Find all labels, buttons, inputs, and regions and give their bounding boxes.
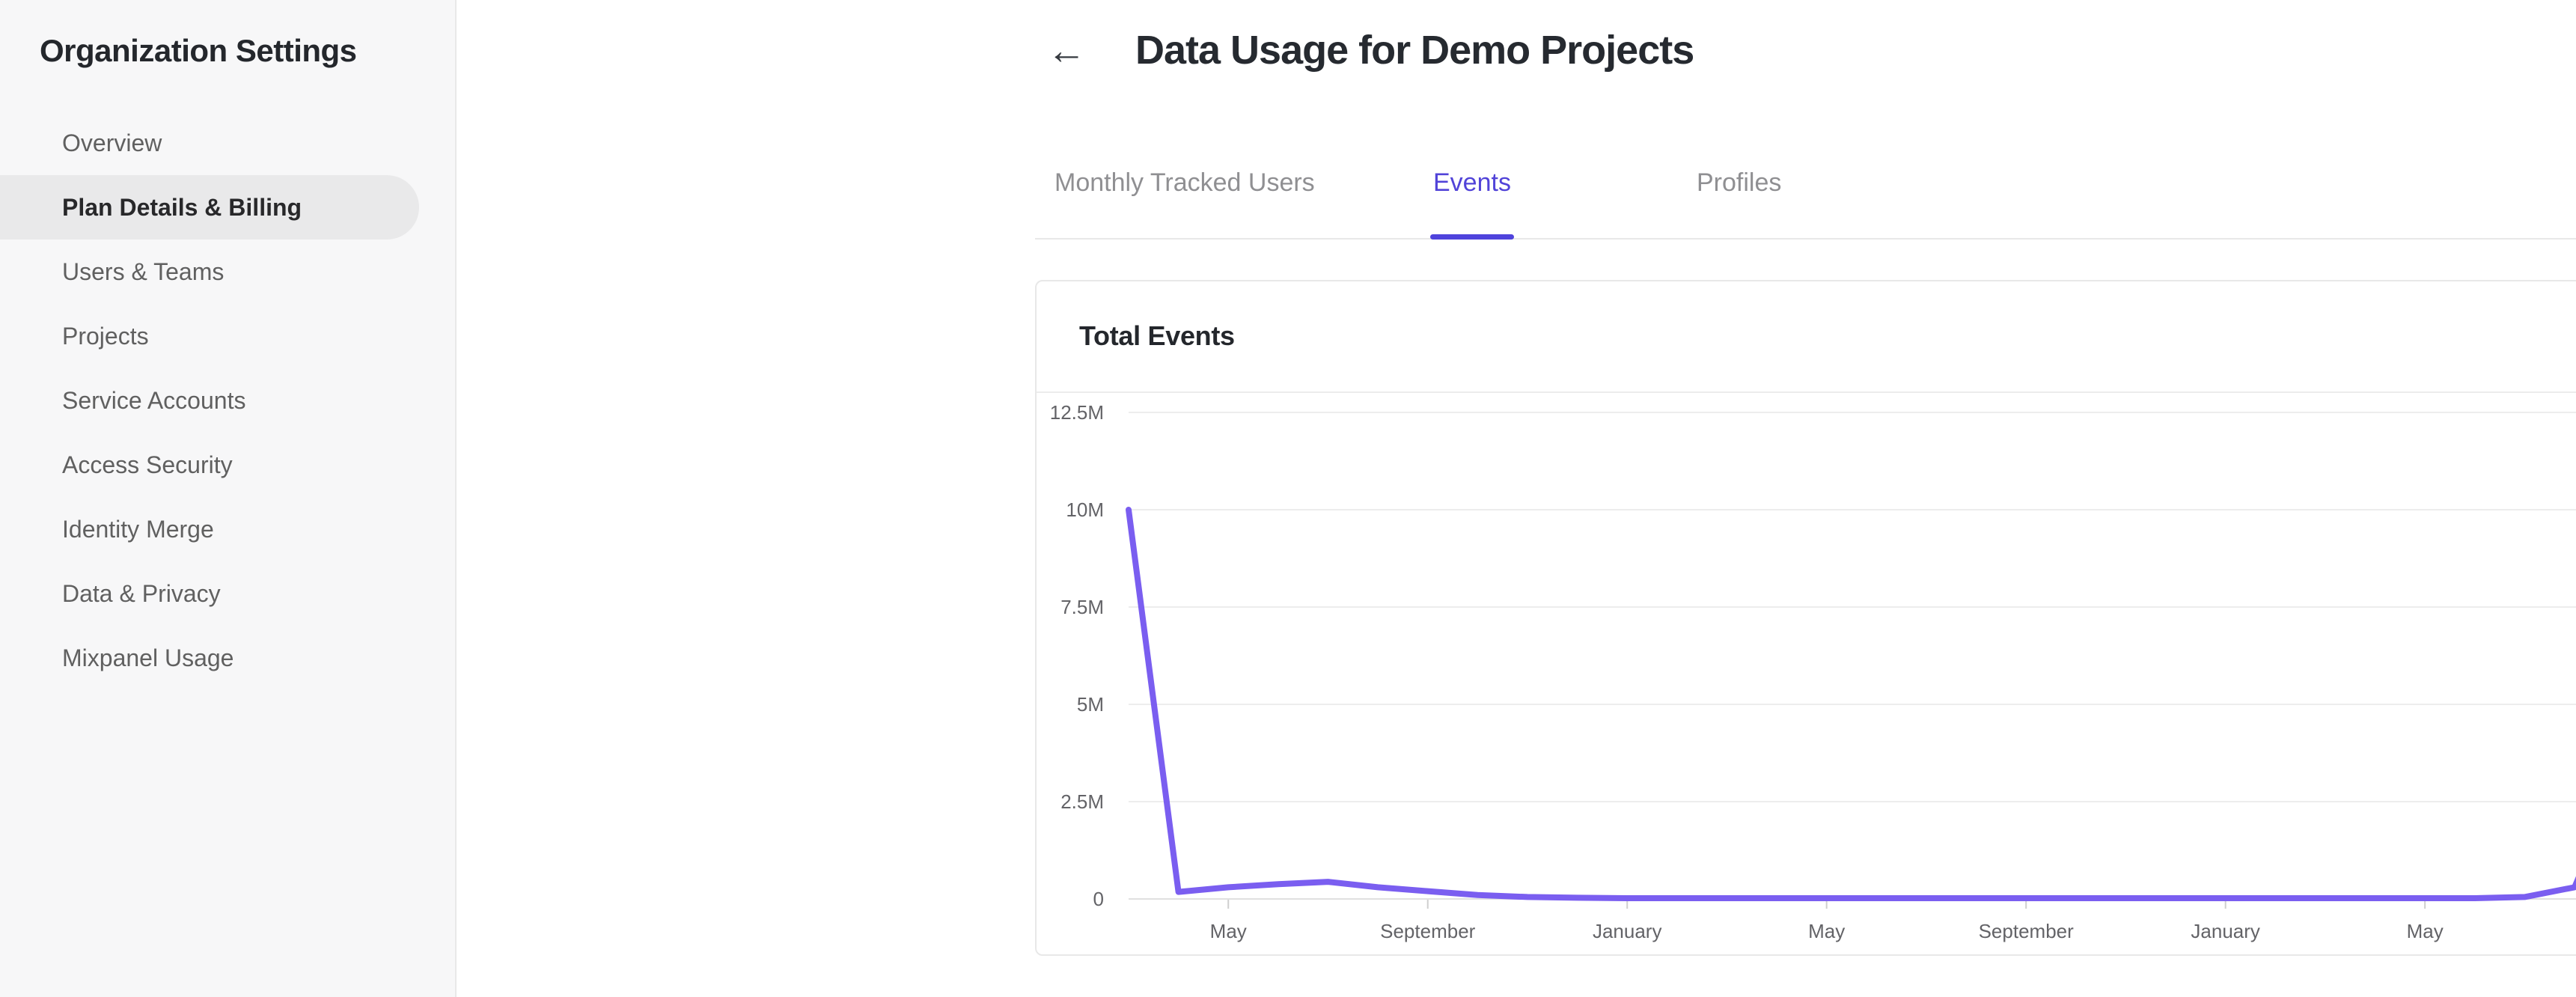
y-axis-label: 12.5M (1049, 401, 1104, 424)
y-axis-label: 5M (1076, 693, 1104, 716)
sidebar-item-overview[interactable]: Overview (62, 129, 162, 156)
active-tab-indicator (1430, 234, 1514, 240)
sidebar-item-projects[interactable]: Projects (62, 323, 149, 350)
back-button[interactable]: ← (1043, 27, 1090, 75)
y-axis-label: 2.5M (1060, 790, 1104, 813)
line-chart-svg (1126, 412, 2576, 909)
sidebar-title: Organization Settings (40, 33, 357, 68)
events-usage-chart[interactable]: 12.5M 10M 7.5M 5M 2.5M 0 May September January Ma… (1037, 281, 2576, 954)
x-axis-label: May (1209, 920, 1247, 942)
sidebar-item-data-privacy[interactable]: Data & Privacy (62, 580, 221, 607)
x-axis-label: September (2527, 918, 2576, 944)
sidebar-item-access-security[interactable]: Access Security (62, 451, 233, 478)
tab-profiles[interactable]: Profiles (1697, 168, 1782, 197)
tab-events[interactable]: Events (1430, 136, 1514, 240)
sidebar-item-users-teams[interactable]: Users & Teams (62, 258, 225, 285)
main-content: ← Data Usage for Demo Projects Monthly T… (457, 0, 2576, 997)
y-axis-label: 7.5M (1060, 596, 1104, 618)
tab-bar: Monthly Tracked Users Events Profiles (1035, 136, 2576, 240)
x-axis-label: January (2191, 920, 2260, 942)
x-axis-label: September (1380, 920, 1476, 942)
sidebar: Organization Settings Overview Plan Detai… (0, 0, 457, 997)
sidebar-item-identity-merge[interactable]: Identity Merge (62, 516, 214, 543)
sidebar-nav: Overview Plan Details & Billing Users & Te… (0, 111, 455, 690)
tab-monthly-tracked-users[interactable]: Monthly Tracked Users (1054, 168, 1315, 197)
y-axis-label: 10M (1066, 498, 1104, 521)
x-axis-label: May (1808, 920, 1846, 942)
page-title: Data Usage for Demo Projects (1135, 28, 1694, 73)
y-axis-label: 0 (1093, 888, 1104, 910)
back-arrow-icon: ← (1047, 29, 1086, 73)
total-events-card: Total Events 12.5M 10M 7.5M 5M 2.5M 0 May Septe… (1035, 280, 2576, 956)
sidebar-item-service-accounts[interactable]: Service Accounts (62, 387, 246, 414)
events-series-line (1126, 507, 2576, 901)
x-axis-label: May (2406, 920, 2444, 942)
card-title: Total Events (1079, 320, 1235, 351)
card-header: Total Events (1037, 281, 2576, 393)
sidebar-item-plan-details-billing[interactable]: Plan Details & Billing (0, 175, 419, 240)
x-axis-label: September (1978, 920, 2074, 942)
sidebar-item-mixpanel-usage[interactable]: Mixpanel Usage (62, 644, 234, 671)
x-axis-label: January (1592, 920, 1662, 942)
